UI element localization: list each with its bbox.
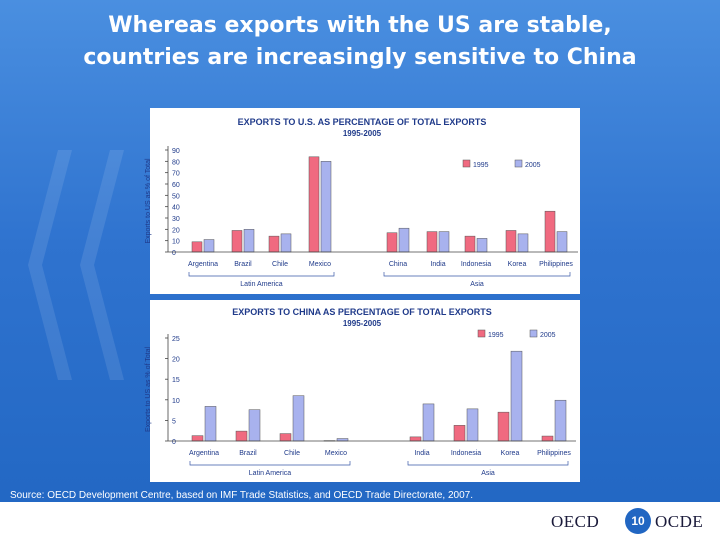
bar-2005 <box>204 406 217 442</box>
chart-background <box>150 108 580 294</box>
group-label: Asia <box>470 281 484 288</box>
title-line-1: Whereas exports with the US are stable, <box>108 13 612 38</box>
ocde-logo-text: OCDE <box>655 512 704 531</box>
bar-2005 <box>466 408 479 442</box>
category-label: Philippines <box>539 261 573 268</box>
y-tick-label: 0 <box>172 250 176 257</box>
bar-1995 <box>409 436 422 442</box>
legend-label: 1995 <box>473 162 489 169</box>
y-tick-label: 30 <box>172 216 180 223</box>
bar-1995 <box>235 430 248 442</box>
category-label: Mexico <box>325 450 347 457</box>
chevron-decoration-icon <box>28 150 124 380</box>
bar-2005 <box>510 350 523 442</box>
group-label: Asia <box>481 470 495 477</box>
y-tick-label: 70 <box>172 171 180 178</box>
y-tick-label: 0 <box>172 439 176 446</box>
chart-background <box>150 300 580 482</box>
y-axis-label: Exports to US as % of Total <box>145 347 152 433</box>
title-line-2: countries are increasingly sensitive to … <box>83 45 637 70</box>
y-tick-label: 40 <box>172 205 180 212</box>
bar-2005 <box>292 395 305 442</box>
us-exports-chart: EXPORTS TO U.S. AS PERCENTAGE OF TOTAL E… <box>145 108 580 294</box>
chart-subtitle: 1995-2005 <box>343 319 382 328</box>
group-bracket <box>188 272 335 277</box>
group-bracket <box>189 461 351 466</box>
group-bracket <box>407 461 569 466</box>
category-label: Chile <box>272 261 288 268</box>
category-label: Argentina <box>189 450 219 457</box>
category-label: Philippines <box>537 450 571 457</box>
group-label: Latin America <box>240 281 283 288</box>
chart-title: EXPORTS TO CHINA AS PERCENTAGE OF TOTAL … <box>232 307 492 317</box>
bar-2005 <box>248 409 261 442</box>
category-label: Indonesia <box>451 450 481 457</box>
legend-swatch <box>477 329 486 338</box>
y-tick-label: 15 <box>172 377 180 384</box>
chart-title: EXPORTS TO U.S. AS PERCENTAGE OF TOTAL E… <box>238 117 487 127</box>
category-label: Argentina <box>188 261 218 268</box>
bar-1995 <box>497 411 510 442</box>
legend-swatch <box>462 159 471 168</box>
category-label: China <box>389 261 407 268</box>
y-axis-label: Exports to US as % of Total <box>145 158 152 244</box>
category-label: Chile <box>284 450 300 457</box>
category-label: India <box>414 450 429 457</box>
y-tick-label: 10 <box>172 239 180 246</box>
category-label: Korea <box>501 450 520 457</box>
category-label: Brazil <box>239 450 257 457</box>
category-label: Korea <box>508 261 527 268</box>
category-label: Brazil <box>234 261 252 268</box>
bar-1995 <box>191 435 204 442</box>
y-tick-label: 10 <box>172 398 180 405</box>
legend-label: 2005 <box>540 332 556 339</box>
group-bracket <box>383 272 571 277</box>
bar-2005 <box>422 403 435 442</box>
slide-title: Whereas exports with the US are stable, … <box>0 10 720 74</box>
footer-bar: OECD 10 OCDE <box>0 502 720 540</box>
y-tick-label: 60 <box>172 182 180 189</box>
oecd-logo-text: OECD <box>551 512 600 531</box>
y-tick-label: 50 <box>172 193 180 200</box>
y-tick-label: 20 <box>172 357 180 364</box>
group-label: Latin America <box>249 470 292 477</box>
legend-label: 2005 <box>525 162 541 169</box>
y-tick-label: 5 <box>172 418 176 425</box>
page-number: 10 <box>625 508 651 534</box>
y-tick-label: 25 <box>172 336 180 343</box>
bar-1995 <box>453 425 466 442</box>
china-exports-chart: EXPORTS TO CHINA AS PERCENTAGE OF TOTAL … <box>145 300 580 482</box>
legend-swatch <box>514 159 523 168</box>
legend-label: 1995 <box>488 332 504 339</box>
y-tick-label: 80 <box>172 159 180 166</box>
legend-swatch <box>529 329 538 338</box>
y-tick-label: 20 <box>172 227 180 234</box>
bar-1995 <box>279 433 292 442</box>
bar-2005 <box>554 399 567 442</box>
y-tick-label: 90 <box>172 148 180 155</box>
category-label: Mexico <box>309 261 331 268</box>
category-label: India <box>430 261 445 268</box>
chart-subtitle: 1995-2005 <box>343 129 382 138</box>
source-note: Source: OECD Development Centre, based o… <box>10 490 473 501</box>
category-label: Indonesia <box>461 261 491 268</box>
bar-1995 <box>541 435 554 442</box>
